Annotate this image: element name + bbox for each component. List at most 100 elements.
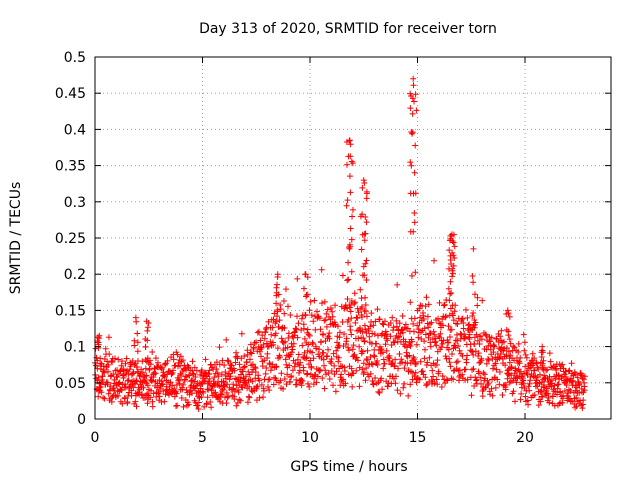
data-point [349,206,356,213]
data-point [216,344,223,351]
data-point [536,371,543,378]
data-point [353,367,360,374]
data-point [559,361,566,368]
data-point [140,384,147,391]
data-point [320,349,327,356]
data-point [526,387,533,394]
data-point [198,394,205,401]
data-point [446,333,453,340]
data-point [391,363,398,370]
data-point [310,355,317,362]
data-point [416,376,423,383]
data-point [474,294,481,301]
data-point [206,375,213,382]
data-point [133,403,140,410]
data-point [555,381,562,388]
data-point [179,357,186,364]
data-point [361,180,368,187]
data-point [359,348,366,355]
data-point [291,363,298,370]
data-point [505,348,512,355]
data-point [320,331,327,338]
data-point [446,297,453,304]
data-point [556,400,563,407]
data-point [452,302,459,309]
data-point [444,377,451,384]
data-point [262,326,269,333]
y-tick-label: 0.45 [55,86,86,102]
data-point [450,376,457,383]
data-point [95,393,102,400]
data-point [300,321,307,328]
data-point [391,339,398,346]
data-point [576,382,583,389]
data-point [439,316,446,323]
data-point [96,332,103,339]
data-point [421,338,428,345]
data-point [492,360,499,367]
data-point [357,286,364,293]
data-point [363,219,370,226]
data-point [241,363,248,370]
data-point [231,388,238,395]
data-point [329,313,336,320]
data-point [321,317,328,324]
data-point [478,380,485,387]
data-point [433,342,440,349]
data-point [333,368,340,375]
data-point [446,265,453,272]
data-point [426,354,433,361]
data-point [356,343,363,350]
data-point [280,298,287,305]
data-point [375,388,382,395]
data-point [537,398,544,405]
data-point [360,360,367,367]
data-point [314,373,321,380]
data-point [316,315,323,322]
data-point [565,368,572,375]
data-point [198,367,205,374]
data-point [428,319,435,326]
data-point [497,351,504,358]
data-point [445,339,452,346]
data-point [471,321,478,328]
data-point [273,300,280,307]
data-point [363,257,370,264]
data-point [308,363,315,370]
data-point [374,358,381,365]
data-point [277,306,284,313]
data-point [540,367,547,374]
data-point [305,331,312,338]
data-point [105,334,112,341]
data-point [182,373,189,380]
data-point [248,350,255,357]
data-point [347,141,354,148]
data-point [118,362,125,369]
data-point [125,377,132,384]
data-point [266,360,273,367]
data-point [517,396,524,403]
data-point [320,356,327,363]
data-point [194,382,201,389]
data-point [294,275,301,282]
data-point [132,360,139,367]
data-point [177,353,184,360]
data-point [419,368,426,375]
data-point [458,331,465,338]
data-point [258,344,265,351]
data-point [311,297,318,304]
data-point [405,392,412,399]
data-point [256,377,263,384]
data-point [411,373,418,380]
data-point [470,365,477,372]
data-point [567,398,574,405]
data-point [92,362,99,369]
data-point [144,337,151,344]
data-point [192,374,199,381]
data-point [210,380,217,387]
data-point [132,314,139,321]
data-point [147,361,154,368]
data-point [110,371,117,378]
data-point [424,359,431,366]
